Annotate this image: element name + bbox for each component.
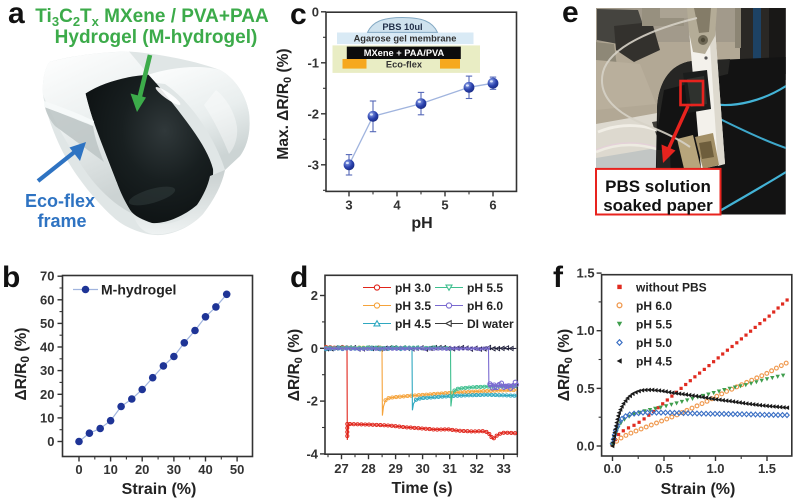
svg-text:frame: frame: [37, 211, 86, 231]
svg-text:c: c: [290, 0, 307, 31]
svg-text:0: 0: [312, 4, 319, 19]
svg-text:40: 40: [40, 340, 54, 355]
svg-text:pH 4.5: pH 4.5: [395, 317, 431, 331]
svg-text:50: 50: [230, 462, 244, 477]
svg-text:Strain (%): Strain (%): [661, 481, 736, 498]
svg-text:-2: -2: [307, 106, 319, 121]
svg-text:70: 70: [40, 269, 54, 284]
svg-text:40: 40: [198, 462, 212, 477]
svg-text:27: 27: [334, 461, 348, 476]
svg-text:30: 30: [415, 461, 429, 476]
svg-text:pH 5.5: pH 5.5: [467, 281, 503, 295]
svg-text:-3: -3: [307, 157, 319, 172]
svg-text:a: a: [8, 0, 25, 30]
svg-text:pH 4.5: pH 4.5: [636, 355, 672, 369]
svg-text:50: 50: [40, 316, 54, 331]
svg-text:32: 32: [469, 461, 483, 476]
svg-text:3: 3: [345, 197, 352, 212]
svg-text:1.5: 1.5: [758, 461, 776, 476]
svg-text:b: b: [2, 261, 20, 294]
svg-text:f: f: [553, 261, 564, 294]
svg-text:4: 4: [393, 197, 401, 212]
svg-text:30: 30: [40, 363, 54, 378]
svg-text:Agarose gel membrane: Agarose gel membrane: [354, 34, 457, 44]
svg-text:pH 3.5: pH 3.5: [395, 299, 431, 313]
svg-text:5: 5: [441, 197, 448, 212]
svg-text:1.0: 1.0: [706, 461, 724, 476]
svg-text:pH 5.5: pH 5.5: [636, 318, 672, 332]
svg-text:0.0: 0.0: [577, 439, 595, 454]
svg-text:-4: -4: [306, 446, 318, 461]
svg-text:e: e: [562, 0, 579, 29]
svg-text:ΔR/R0 (%): ΔR/R0 (%): [13, 328, 32, 401]
svg-text:Eco-flex: Eco-flex: [386, 60, 423, 70]
svg-text:33: 33: [496, 461, 510, 476]
svg-text:6: 6: [489, 197, 496, 212]
svg-text:pH 5.0: pH 5.0: [636, 336, 672, 350]
svg-text:M-hydrogel: M-hydrogel: [101, 282, 176, 298]
svg-text:without PBS: without PBS: [635, 280, 707, 294]
svg-text:Strain (%): Strain (%): [122, 481, 197, 498]
svg-text:1.5: 1.5: [577, 266, 595, 281]
svg-text:0.5: 0.5: [577, 381, 595, 396]
svg-text:10: 10: [103, 462, 117, 477]
svg-text:60: 60: [40, 292, 54, 307]
svg-text:-2: -2: [306, 394, 318, 409]
svg-text:-1: -1: [307, 55, 319, 70]
svg-text:1.0: 1.0: [577, 323, 595, 338]
svg-text:0.0: 0.0: [603, 461, 621, 476]
svg-text:31: 31: [442, 461, 456, 476]
svg-text:0: 0: [75, 462, 82, 477]
svg-text:29: 29: [388, 461, 402, 476]
svg-text:Time (s): Time (s): [391, 480, 452, 497]
svg-text:2: 2: [311, 288, 318, 303]
svg-text:Max. ΔR/R0 (%): Max. ΔR/R0 (%): [275, 48, 294, 159]
svg-text:MXene + PAA/PVA: MXene + PAA/PVA: [364, 48, 445, 58]
svg-text:DI water: DI water: [467, 317, 514, 331]
svg-text:pH 6.0: pH 6.0: [636, 299, 672, 313]
svg-text:10: 10: [40, 410, 54, 425]
svg-text:d: d: [290, 261, 308, 294]
svg-text:pH: pH: [411, 215, 432, 232]
svg-text:soaked paper: soaked paper: [603, 196, 713, 215]
svg-text:20: 20: [135, 462, 149, 477]
svg-text:Hydrogel (M-hydrogel): Hydrogel (M-hydrogel): [55, 27, 258, 48]
svg-text:PBS solution: PBS solution: [605, 177, 711, 196]
svg-text:PBS 10ul: PBS 10ul: [382, 22, 422, 32]
svg-text:pH 6.0: pH 6.0: [467, 299, 503, 313]
svg-text:pH 3.0: pH 3.0: [395, 281, 431, 295]
svg-text:0.5: 0.5: [655, 461, 673, 476]
svg-text:Ti3C2Tx MXene / PVA+PAA: Ti3C2Tx MXene / PVA+PAA: [35, 6, 269, 29]
svg-text:30: 30: [167, 462, 181, 477]
svg-text:28: 28: [361, 461, 375, 476]
svg-text:ΔR/R0 (%): ΔR/R0 (%): [556, 329, 575, 401]
svg-text:0: 0: [311, 341, 318, 356]
svg-text:0: 0: [47, 434, 54, 449]
svg-text:20: 20: [40, 387, 54, 402]
svg-text:ΔR/R0 (%): ΔR/R0 (%): [286, 329, 305, 401]
svg-text:Eco-flex: Eco-flex: [25, 191, 95, 211]
